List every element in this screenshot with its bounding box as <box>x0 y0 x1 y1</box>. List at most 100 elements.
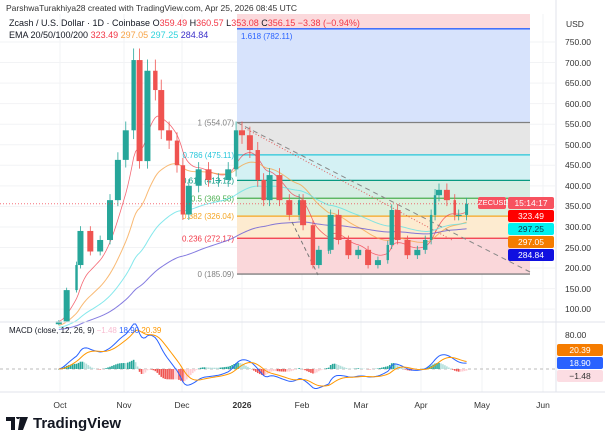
candle-body <box>97 239 104 252</box>
macd-histogram-bar <box>89 366 92 369</box>
candle-body <box>404 239 411 256</box>
macd-histogram-bar <box>306 369 308 372</box>
candle-body <box>246 135 253 151</box>
fib-zone <box>237 122 530 155</box>
macd-histogram-bar <box>270 369 273 372</box>
tradingview-logo[interactable]: TradingView <box>6 415 121 432</box>
fib-zone <box>237 28 530 123</box>
macd-histogram-bar <box>294 369 296 370</box>
candle-body <box>443 189 450 201</box>
candle-body <box>233 130 239 170</box>
candle-body <box>107 200 114 240</box>
macd-histogram-bar <box>247 366 249 369</box>
macd-histogram-bar <box>280 369 283 372</box>
macd-histogram-bar <box>442 364 444 369</box>
price-tick: 650.00 <box>565 78 591 89</box>
price-tick: 700.00 <box>565 57 591 68</box>
time-tick: Feb <box>294 400 310 410</box>
macd-histogram-bar <box>241 363 243 369</box>
macd-histogram-bar <box>150 369 153 370</box>
macd-histogram-bar <box>276 369 279 372</box>
candle-body <box>394 209 401 240</box>
price-tick: 100.00 <box>565 304 591 315</box>
high-label: H <box>189 18 197 28</box>
fib-level-label: 0.236 (272.17) <box>182 234 234 243</box>
macd-histogram-bar <box>446 366 448 369</box>
macd-histogram-bar <box>205 367 208 369</box>
macd-histogram-bar <box>274 369 277 372</box>
candle-body <box>180 165 186 215</box>
ema20-badge: 323.49 <box>508 210 554 222</box>
macd-histogram-bar <box>329 365 332 369</box>
macd-histogram-bar <box>115 364 117 369</box>
macd-histogram-bar <box>215 367 218 369</box>
macd-histogram-bar <box>77 362 80 369</box>
macd-histogram-bar <box>444 365 446 369</box>
macd-histogram-bar <box>91 367 94 369</box>
macd-histogram-bar <box>316 369 318 373</box>
macd-histogram-bar <box>138 369 141 372</box>
macd-histogram-bar <box>211 367 214 369</box>
macd-histogram-bar <box>174 369 176 380</box>
macd-histogram-bar <box>75 363 78 369</box>
fib-level-label: 0.5 (369.58) <box>191 194 234 203</box>
candle-body <box>255 150 260 181</box>
macd-histogram-bar <box>162 369 164 379</box>
macd-histogram-bar <box>189 369 192 376</box>
candle-body <box>327 249 330 251</box>
macd-histogram-bar <box>325 368 328 369</box>
time-tick: Nov <box>116 400 132 410</box>
candle-body <box>122 130 129 160</box>
macd-histogram-bar <box>237 362 239 369</box>
candle-body <box>174 140 180 166</box>
price-tick: 350.00 <box>565 201 591 212</box>
legend-ema: EMA 20/50/100/200 323.49 297.05 297.25 2… <box>9 30 208 40</box>
macd-histogram-bar <box>199 367 202 369</box>
macd-histogram-bar <box>130 360 133 369</box>
macd-histogram-bar <box>260 369 263 375</box>
ema200-value: 284.84 <box>180 30 209 40</box>
macd-legend: MACD (close, 12, 26, 9) −1.48 18.90 20.3… <box>9 326 161 335</box>
macd-histogram-bar <box>333 363 336 369</box>
fib-zone <box>237 198 530 217</box>
ema200-badge: 284.84 <box>508 249 554 261</box>
price-tick: 250.00 <box>565 242 591 253</box>
symbol-name: Zcash / U.S. Dollar · 1D · Coinbase <box>9 18 151 28</box>
close-label: C <box>261 18 268 28</box>
candle-body <box>355 249 362 256</box>
macd-histogram-bar <box>448 367 450 369</box>
ema50-value: 297.05 <box>120 30 149 40</box>
macd-histogram-bar <box>223 367 226 369</box>
macd-histogram-bar <box>229 365 231 369</box>
candle-body <box>436 189 442 196</box>
macd-histogram-bar <box>268 369 271 373</box>
candle-body <box>63 290 70 322</box>
macd-histogram-bar <box>253 369 255 371</box>
macd-histogram-bar <box>379 368 381 369</box>
macd-histogram-bar <box>164 369 166 379</box>
macd-histogram-bar <box>123 363 125 369</box>
candle-body <box>310 225 316 266</box>
ema100-value: 297.25 <box>150 30 179 40</box>
macd-axis-tick: 80.00 <box>565 330 587 340</box>
macd-histogram-bar <box>148 369 151 370</box>
macd-histogram-bar <box>286 369 289 372</box>
macd-histogram-bar <box>254 369 257 372</box>
macd-histogram-bar <box>83 362 86 369</box>
candle-body <box>297 200 301 215</box>
macd-histogram-bar <box>320 369 322 371</box>
time-tick: Oct <box>53 400 67 410</box>
macd-histogram-bar <box>386 366 389 369</box>
macd-histogram-bar <box>262 369 265 376</box>
time-tick: Jun <box>536 400 550 410</box>
macd-histogram-bar <box>434 363 436 369</box>
macd-histogram-bar <box>426 367 428 369</box>
candle-body <box>131 60 136 131</box>
candle-body <box>414 249 421 256</box>
macd-histogram-bar <box>152 369 155 371</box>
macd-histogram-bar <box>158 369 161 375</box>
macd-histogram-bar <box>67 365 70 369</box>
candle-body <box>215 180 222 182</box>
